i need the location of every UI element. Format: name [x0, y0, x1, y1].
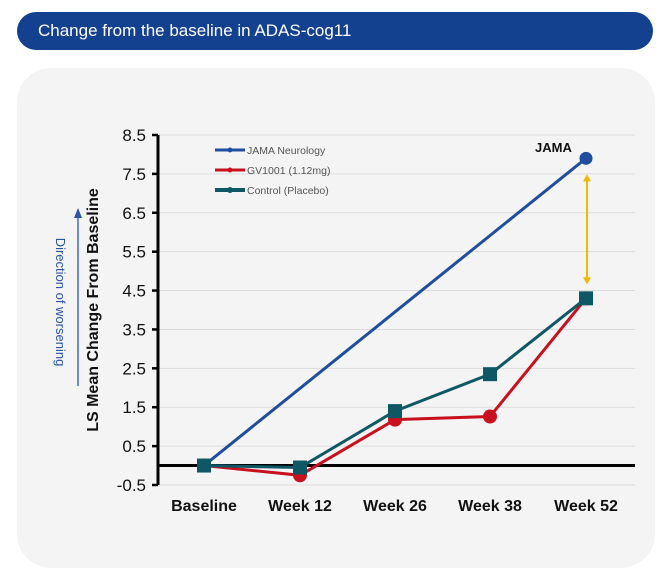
arrow-up-icon — [74, 208, 82, 218]
series-line — [203, 297, 587, 470]
x-tick-label: Week 26 — [363, 498, 427, 515]
x-tick-label: Baseline — [171, 498, 237, 515]
series-line — [203, 297, 588, 477]
data-point — [579, 291, 593, 306]
data-point — [579, 151, 593, 165]
y-tick-label: 6.5 — [122, 204, 146, 223]
arrow-down-icon — [583, 277, 591, 285]
section-header: Change from the baseline in ADAS-cog11 — [17, 12, 653, 50]
data-point — [388, 404, 402, 419]
arrow-up-icon — [583, 174, 591, 182]
legend-label: GV1001 (1.12mg) — [247, 165, 330, 177]
x-tick-label: Week 52 — [554, 498, 618, 515]
direction-annotation: Direction of worsening — [53, 238, 68, 367]
legend-label: Control (Placebo) — [247, 185, 329, 197]
y-tick-label: 3.5 — [122, 320, 146, 339]
legend-marker — [227, 147, 233, 153]
y-tick-label: 4.5 — [122, 282, 146, 301]
x-tick-label: Week 38 — [458, 498, 522, 515]
y-tick-label: 5.5 — [122, 243, 146, 262]
y-tick-label: 8.5 — [122, 126, 146, 145]
legend-marker — [227, 187, 233, 193]
data-point — [483, 367, 497, 382]
y-tick-label: -0.5 — [117, 476, 146, 495]
series-line — [203, 157, 587, 467]
legend-marker — [227, 167, 233, 173]
section-title: Change from the baseline in ADAS-cog11 — [38, 21, 352, 40]
data-point — [483, 409, 497, 424]
data-point — [293, 460, 307, 475]
legend-label: JAMA Neurology — [247, 145, 326, 157]
data-point — [197, 458, 211, 473]
y-tick-label: 0.5 — [122, 437, 146, 456]
y-axis-label: LS Mean Change From Baseline — [85, 188, 102, 432]
y-tick-label: 2.5 — [122, 359, 146, 378]
y-tick-label: 7.5 — [122, 165, 146, 184]
y-tick-label: 1.5 — [122, 398, 146, 417]
line-chart: 8.5 7.5 6.5 5.5 4.5 3.5 2.5 1.5 0.5 -0.5 Baseline W… — [53, 126, 635, 515]
x-tick-label: Week 12 — [268, 498, 332, 515]
point-annotation: JAMA — [535, 140, 572, 155]
